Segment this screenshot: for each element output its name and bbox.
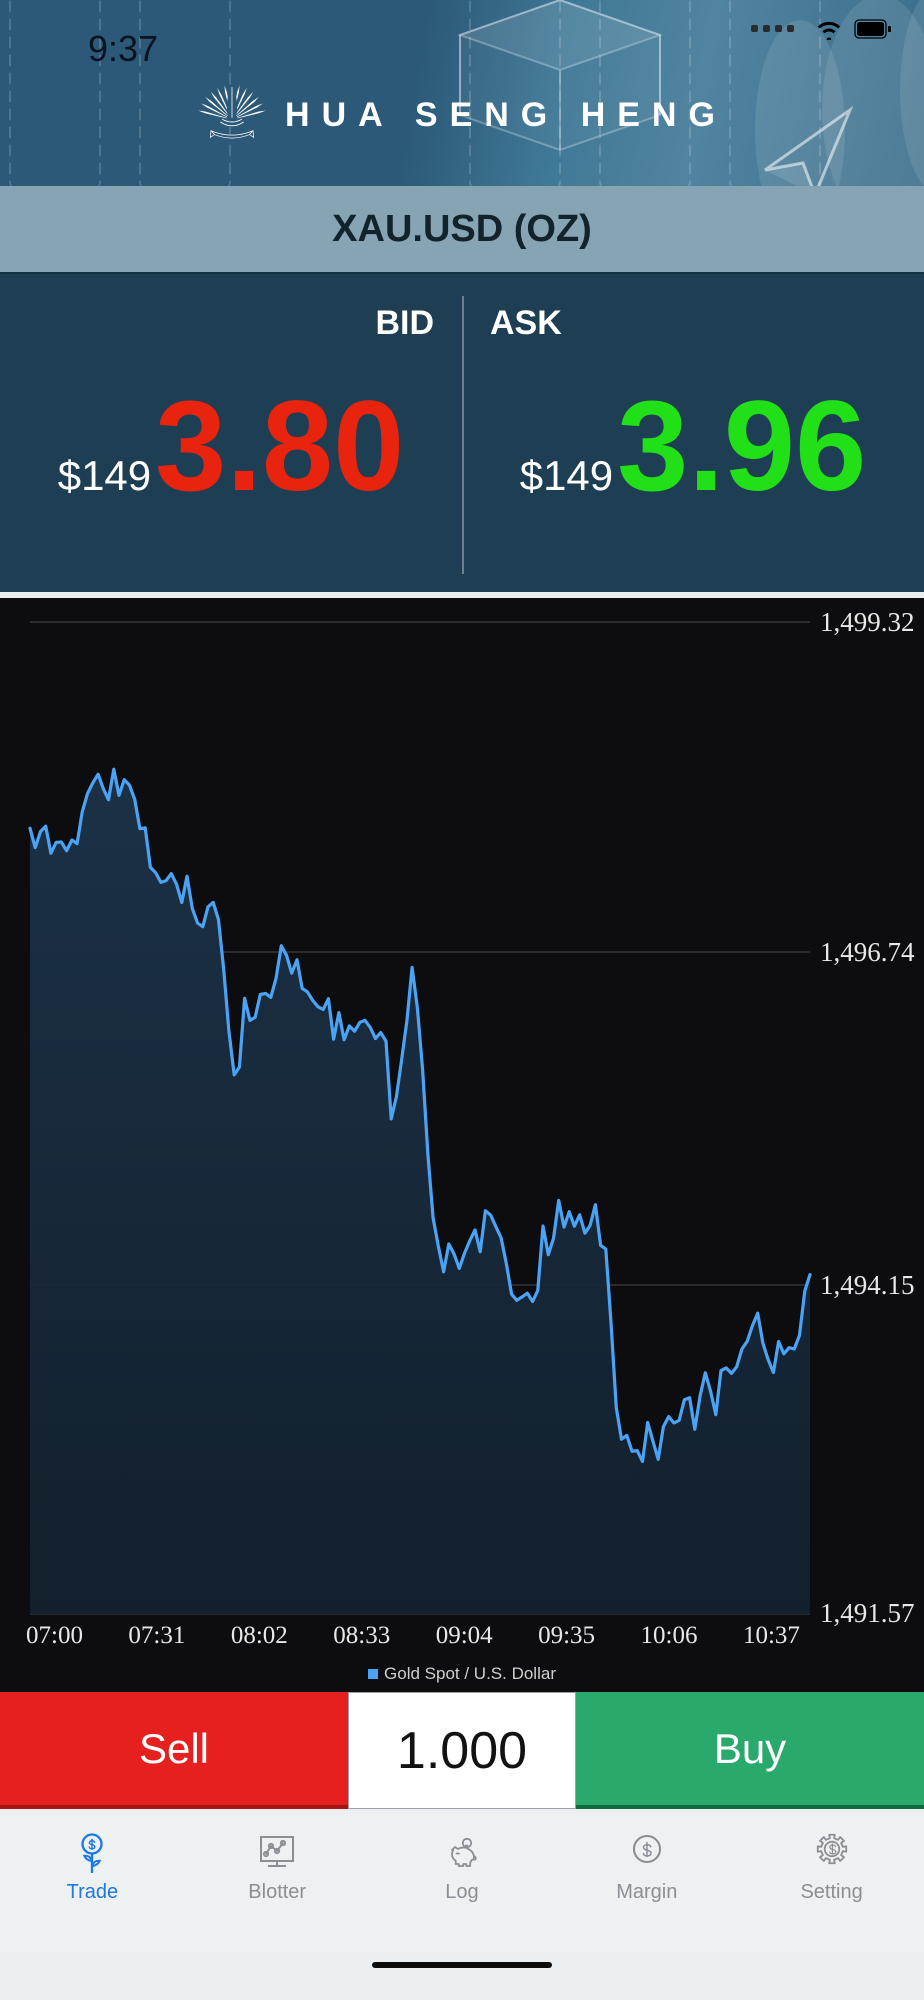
svg-text:1,496.74: 1,496.74: [820, 937, 915, 967]
svg-text:1,491.57: 1,491.57: [820, 1598, 915, 1628]
svg-text:1,494.15: 1,494.15: [820, 1270, 915, 1300]
svg-text:1,499.32: 1,499.32: [820, 607, 915, 637]
